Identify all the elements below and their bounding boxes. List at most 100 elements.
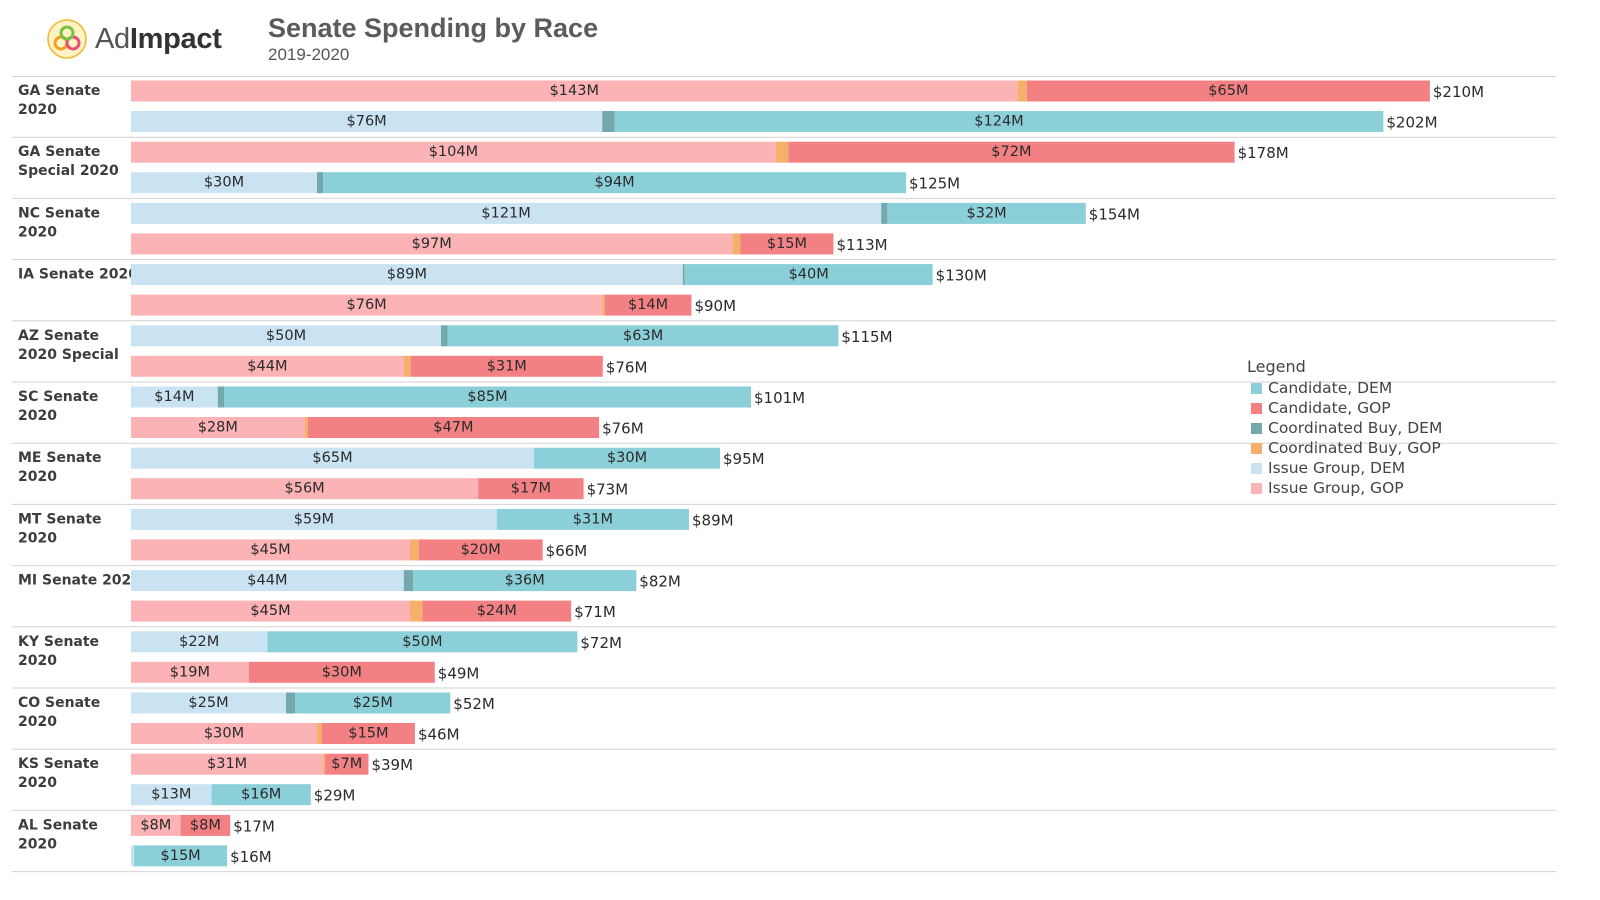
- bar-segment-candidate: [307, 417, 600, 438]
- bar-segment-coordinated-buy: [1017, 80, 1027, 102]
- race-label: NC Senate: [18, 205, 100, 221]
- bar-value-label: $25M: [353, 695, 393, 711]
- bar-value-label: $22M: [179, 634, 219, 650]
- bar-value-label: $40M: [789, 267, 829, 283]
- bar-segment-issue-group: [131, 723, 317, 744]
- bar-value-label: $17M: [511, 481, 551, 497]
- bar-segment-issue-group: [131, 141, 776, 163]
- bar-total-label: $178M: [1238, 144, 1289, 162]
- bar-total-label: $101M: [754, 389, 805, 407]
- bar-segment-coordinated-buy: [317, 723, 322, 744]
- bar-value-label: $143M: [550, 83, 599, 99]
- bar-segment-candidate: [604, 294, 692, 316]
- bar-total-label: $125M: [909, 175, 960, 193]
- bar-total-label: $76M: [602, 420, 644, 438]
- race-label: ME Senate: [18, 450, 102, 466]
- legend-item: Candidate, DEM: [1247, 378, 1442, 398]
- bar-segment-issue-group: [131, 80, 1018, 102]
- bar-total-label: $66M: [546, 542, 588, 560]
- bar-segment-coordinated-buy: [317, 172, 324, 194]
- bar-total-label: $82M: [639, 573, 681, 591]
- bar-value-label: $44M: [247, 358, 287, 374]
- brand-name: AdImpact: [95, 23, 222, 56]
- bar-segment-candidate: [614, 111, 1384, 132]
- bar-segment-candidate: [1026, 80, 1430, 102]
- bar-segment-candidate: [788, 141, 1235, 163]
- bar-segment-candidate: [496, 508, 689, 530]
- bar-value-label: $124M: [974, 114, 1023, 130]
- race-label: 2020: [18, 408, 57, 424]
- bar-value-label: $44M: [247, 573, 287, 589]
- adimpact-logo-icon: [47, 19, 87, 59]
- bar-segment-candidate: [684, 264, 933, 286]
- bar-segment-issue-group: [131, 386, 218, 408]
- bar-segment-issue-group: [131, 355, 404, 377]
- bar-segment-issue-group: [131, 814, 181, 836]
- brand-name-bold: Impact: [129, 22, 222, 55]
- race-label: 2020: [18, 775, 57, 791]
- bar-segment-candidate: [887, 202, 1086, 224]
- bar-total-label: $16M: [230, 848, 272, 866]
- bar-segment-candidate: [321, 723, 415, 744]
- legend-swatch: [1251, 482, 1262, 494]
- race-label: GA Senate: [18, 144, 100, 160]
- bar-segment-candidate: [134, 845, 228, 867]
- bar-segment-candidate: [447, 325, 839, 347]
- race-label: 2020: [18, 714, 57, 730]
- race-label: AZ Senate: [18, 328, 99, 344]
- bar-segment-issue-group: [131, 233, 733, 255]
- legend-label: Coordinated Buy, GOP: [1268, 439, 1441, 457]
- bar-value-label: $76M: [347, 297, 387, 313]
- bar-total-label: $76M: [606, 358, 648, 376]
- legend-item: Issue Group, GOP: [1247, 478, 1442, 498]
- legend-label: Issue Group, GOP: [1268, 479, 1404, 497]
- bar-value-label: $30M: [204, 175, 244, 191]
- bar-segment-issue-group: [131, 172, 317, 194]
- bar-segment-coordinated-buy: [732, 233, 741, 255]
- legend-swatch: [1251, 442, 1262, 454]
- bar-segment-issue-group: [131, 294, 603, 316]
- bar-total-label: $39M: [371, 756, 413, 774]
- bar-value-label: $15M: [767, 236, 807, 252]
- header: AdImpact Senate Spending by Race 2019-20…: [0, 0, 1600, 78]
- bar-value-label: $45M: [250, 603, 290, 619]
- bar-value-label: $30M: [607, 450, 647, 466]
- bar-segment-issue-group: [131, 202, 882, 224]
- bar-segment-candidate: [224, 386, 751, 408]
- race-label: 2020 Special: [18, 347, 119, 363]
- race-label: 2020: [18, 469, 57, 485]
- bar-value-label: $45M: [250, 542, 290, 558]
- bar-total-label: $130M: [936, 267, 987, 285]
- bar-value-label: $15M: [161, 848, 201, 864]
- legend-swatch: [1251, 422, 1262, 434]
- bar-total-label: $46M: [418, 726, 460, 744]
- bar-segment-issue-group: [131, 692, 286, 714]
- bar-segment-issue-group: [131, 753, 324, 775]
- bar-value-label: $7M: [331, 756, 362, 772]
- bar-total-label: $115M: [841, 328, 892, 346]
- bar-segment-candidate: [248, 661, 435, 683]
- bar-segment-issue-group: [131, 111, 603, 132]
- bar-segment-candidate: [534, 447, 720, 469]
- legend-swatch: [1251, 462, 1262, 474]
- race-label: 2020: [18, 102, 57, 118]
- bar-segment-coordinated-buy: [403, 355, 411, 377]
- bar-segment-coordinated-buy: [403, 570, 414, 592]
- bar-segment-issue-group: [131, 784, 212, 806]
- bar-segment-coordinated-buy: [602, 111, 615, 132]
- bar-total-label: $113M: [836, 236, 887, 254]
- bar-value-label: $36M: [505, 573, 545, 589]
- bar-segment-issue-group: [131, 264, 683, 286]
- race-label: GA Senate: [18, 83, 100, 99]
- bar-segment-candidate: [267, 631, 578, 653]
- bar-value-label: $47M: [433, 420, 473, 436]
- bar-value-label: $30M: [204, 726, 244, 742]
- bar-value-label: $14M: [628, 297, 668, 313]
- bar-total-label: $202M: [1386, 114, 1437, 132]
- bar-total-label: $154M: [1089, 205, 1140, 223]
- legend-swatch: [1251, 382, 1262, 394]
- chart-title: Senate Spending by Race: [268, 13, 599, 43]
- bar-segment-issue-group: [131, 447, 534, 469]
- bar-value-label: $56M: [285, 481, 325, 497]
- bar-segment-coordinated-buy: [881, 202, 888, 224]
